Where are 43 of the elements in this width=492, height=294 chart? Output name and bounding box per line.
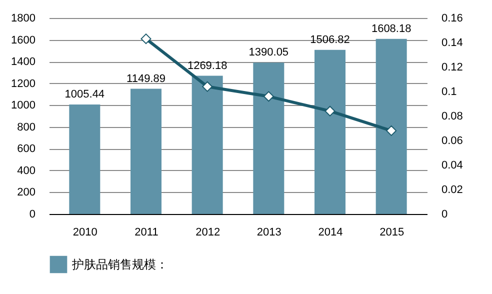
x-tick-label: 2015 <box>380 226 404 238</box>
y-tick-label: 1200 <box>11 78 36 90</box>
y2-tick-label: 0.12 <box>442 62 463 74</box>
y-tick-label: 1800 <box>11 12 36 24</box>
y2-tick-label: 0.1 <box>442 86 457 98</box>
y-tick-label: 400 <box>17 164 36 177</box>
y2-tick-label: 0.06 <box>442 135 463 147</box>
x-tick-label: 2014 <box>318 226 343 238</box>
y-tick-label: 1000 <box>11 100 36 112</box>
x-tick-label: 2011 <box>134 226 158 238</box>
y2-tick-label: 0.08 <box>442 110 463 122</box>
bar <box>192 76 223 214</box>
data-label: 1149.89 <box>126 72 166 85</box>
bar <box>253 62 284 214</box>
y2-tick-label: 0.02 <box>442 184 463 196</box>
data-label: 1390.05 <box>248 46 289 59</box>
point <box>263 91 274 102</box>
y2-tick-label: 0.14 <box>442 37 463 49</box>
y-tick-label: 800 <box>17 121 36 134</box>
data-label: 1269.18 <box>187 60 228 72</box>
point <box>140 34 152 44</box>
x-tick-label: 2013 <box>256 226 282 238</box>
bar <box>314 50 346 214</box>
y2-tick-label: 0.04 <box>442 160 463 172</box>
y2-tick-label: 0.16 <box>442 12 463 24</box>
data-label: 1608.18 <box>371 22 412 35</box>
point <box>386 125 397 136</box>
y-tick-label: 1400 <box>11 56 36 68</box>
y-tick-label: 200 <box>17 186 36 199</box>
bar <box>130 88 162 214</box>
data-label: 1506.82 <box>310 34 350 46</box>
y-tick-label: 0 <box>29 208 36 220</box>
y-tick-label: 1600 <box>11 34 36 46</box>
x-tick-label: 2012 <box>196 226 220 238</box>
bar <box>376 38 407 214</box>
y-tick-label: 600 <box>17 143 36 156</box>
y2-tick-label: 0 <box>442 208 448 220</box>
data-label: 1005.44 <box>64 88 105 101</box>
point <box>324 106 336 116</box>
x-tick-label: 2010 <box>72 226 98 238</box>
point <box>202 81 213 92</box>
bar <box>69 104 100 214</box>
legend-label: 护肤品销售规模： <box>71 258 168 272</box>
